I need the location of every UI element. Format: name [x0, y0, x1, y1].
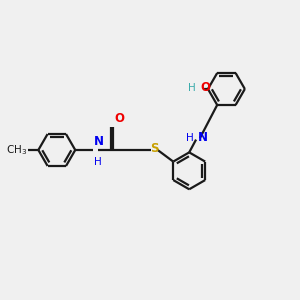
Text: O: O [201, 81, 211, 94]
Text: N: N [94, 135, 104, 148]
Text: N: N [197, 131, 208, 144]
Text: S: S [150, 142, 158, 155]
Text: H: H [94, 157, 101, 166]
Text: H: H [188, 83, 196, 93]
Text: CH$_3$: CH$_3$ [5, 143, 27, 157]
Text: H: H [186, 133, 194, 142]
Text: O: O [115, 112, 124, 125]
